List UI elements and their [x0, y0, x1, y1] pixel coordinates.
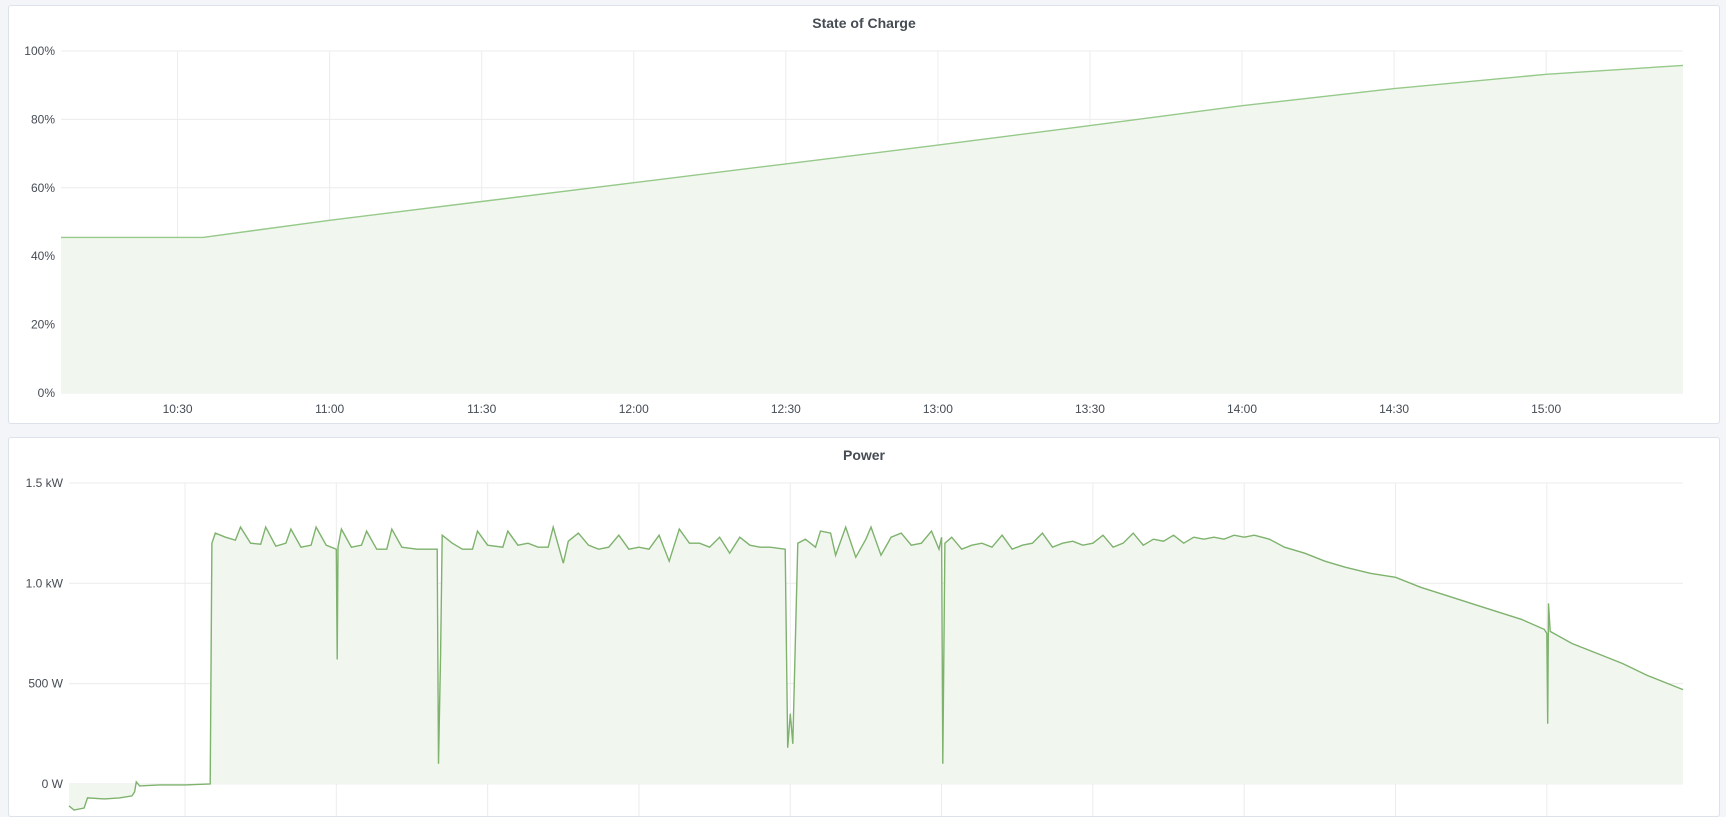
- x-tick-label: 13:00: [923, 402, 953, 416]
- x-tick-label: 15:00: [1531, 402, 1561, 416]
- y-tick-label: 1.0 kW: [26, 576, 64, 590]
- y-tick-label: 1.5 kW: [26, 476, 64, 490]
- x-tick-label: 12:30: [771, 402, 801, 416]
- panel-title[interactable]: State of Charge: [812, 15, 916, 31]
- x-tick-label: 12:00: [619, 402, 649, 416]
- y-tick-label: 20%: [31, 318, 55, 332]
- y-tick-label: 500 W: [28, 677, 63, 691]
- chart-svg: 0% 20% 40% 60% 80% 100% 10:30 11:00 11:30 12:00 12…: [24, 44, 1684, 416]
- y-tick-label: 80%: [31, 112, 55, 126]
- power-panel: Power 0 W 500 W 1.0 kW 1.5 kW: [8, 437, 1720, 817]
- series-line[interactable]: [61, 64, 1684, 239]
- chart-svg: 0 W 500 W 1.0 kW 1.5 kW: [26, 476, 1684, 816]
- series-line[interactable]: [68, 524, 1684, 811]
- y-tick-label: 60%: [31, 181, 55, 195]
- x-tick-label: 10:30: [163, 402, 193, 416]
- x-tick-label: 14:30: [1379, 402, 1409, 416]
- y-tick-label: 100%: [24, 44, 55, 58]
- state-of-charge-panel: State of Charge 0% 20% 40% 60% 80% 100% 10:30 1…: [8, 5, 1720, 424]
- panel-title[interactable]: Power: [842, 447, 885, 463]
- x-tick-label: 11:00: [315, 402, 344, 416]
- y-tick-label: 0%: [38, 386, 56, 400]
- series-area: [61, 65, 1683, 394]
- x-tick-label: 13:30: [1075, 402, 1105, 416]
- series-area: [69, 527, 1683, 810]
- x-tick-label: 11:30: [467, 402, 496, 416]
- x-tick-label: 14:00: [1227, 402, 1257, 416]
- y-tick-label: 40%: [31, 249, 55, 263]
- y-tick-label: 0 W: [42, 777, 64, 791]
